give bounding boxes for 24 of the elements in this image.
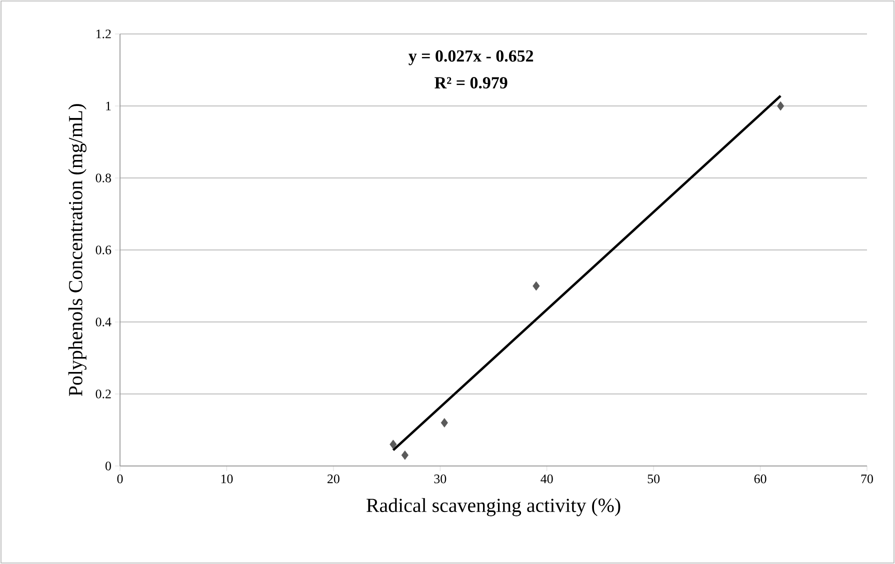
annotation: R² = 0.979 (434, 77, 508, 89)
point (390, 440, 397, 450)
annotation: y = 0.027x - 0.652 (408, 50, 534, 66)
x-tick-label: 40 (540, 474, 553, 484)
x-tick-label: 30 (434, 474, 446, 484)
y-tick-label: 0.4 (96, 318, 112, 326)
y-tick-label: 1 (106, 102, 111, 110)
point (440, 418, 448, 428)
y-tick-label: 0.6 (96, 246, 112, 254)
x-tick-label: 10 (221, 474, 233, 484)
y-tick-label: 0 (106, 462, 111, 470)
y-tick-label: 0.2 (96, 390, 111, 398)
point (532, 281, 540, 291)
point (777, 101, 784, 111)
x-tick-label: 70 (861, 474, 873, 484)
y-tick-label: 0.8 (96, 174, 111, 182)
point (401, 450, 408, 460)
x-axis-title: Radical scavenging activity (%) (366, 498, 620, 516)
x-tick-label: 0 (117, 474, 123, 484)
x-tick-label: 60 (754, 474, 766, 484)
y-axis-title: Polyphenols Concentration (mg/mL) (68, 104, 86, 396)
x-tick-label: 20 (328, 474, 340, 484)
y-tick-label: 1.2 (96, 30, 111, 38)
x-tick-label: 50 (648, 474, 660, 484)
